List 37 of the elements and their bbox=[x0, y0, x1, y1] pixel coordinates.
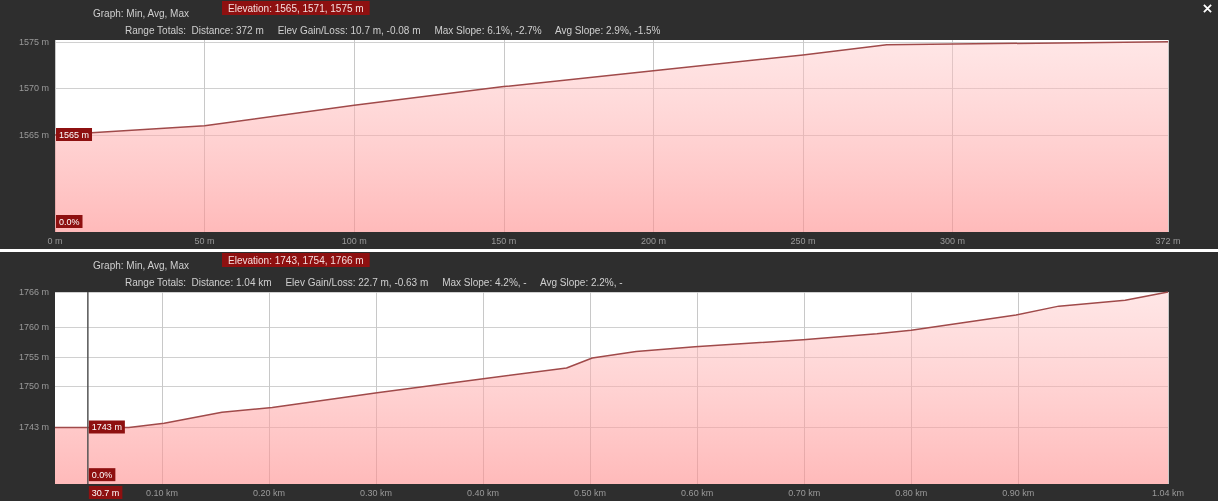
x-tick-label: 200 m bbox=[640, 235, 666, 246]
chart-subtitle: Elevation: 1743, 1754, 1766 m bbox=[228, 254, 364, 266]
x-tick-label: 372 m bbox=[1155, 235, 1181, 246]
x-tick-label: 300 m bbox=[940, 235, 966, 246]
x-tick-label: 0.60 km bbox=[681, 487, 714, 498]
x-tick-label: 0.50 km bbox=[574, 487, 607, 498]
x-tick-label: 0.90 km bbox=[1002, 487, 1035, 498]
y-tick-label: 1750 m bbox=[18, 381, 49, 392]
y-tick-label: 1760 m bbox=[18, 322, 49, 333]
chart-title: Graph: Min, Avg, Max bbox=[93, 7, 189, 19]
x-tick-label: 0.10 km bbox=[146, 487, 179, 498]
y-tick-label: 1575 m bbox=[18, 36, 49, 47]
text: Range Totals: Distance: 372 m Elev Gain/Loss: 10.7 m, -0.08 m Max Slope: 6.1%, -2.7% Avg Slope: 2.9%, -1.5% bbox=[125, 24, 661, 36]
text: Range Totals: Distance: 1.04 km Elev Gain/Loss: 22.7 m, -0.63 m Max Slope: 4.2%, - Avg Slope: 2.2%, - bbox=[125, 276, 623, 288]
x-tick-label: 0.80 km bbox=[895, 487, 928, 498]
annotation: 1565 m bbox=[59, 129, 90, 140]
x-tick-label: 100 m bbox=[341, 235, 367, 246]
chart-title: Graph: Min, Avg, Max bbox=[93, 259, 189, 271]
x-tick-label: 0.30 km bbox=[360, 487, 393, 498]
x-tick-label: 50 m bbox=[194, 235, 215, 246]
chart-subtitle: Elevation: 1565, 1571, 1575 m bbox=[228, 2, 364, 14]
x-tick-label: 150 m bbox=[491, 235, 517, 246]
annotation: 1743 m bbox=[91, 421, 122, 432]
x-tick-label: 250 m bbox=[790, 235, 816, 246]
y-tick-label: 1755 m bbox=[18, 351, 49, 362]
annotation: 0.0% bbox=[59, 216, 80, 227]
x-tick-label: 1.04 km bbox=[1151, 487, 1185, 498]
y-tick-label: 1570 m bbox=[18, 83, 49, 94]
y-tick-label: 1766 m bbox=[18, 287, 49, 297]
x-tick-label: 0.70 km bbox=[788, 487, 821, 498]
ref-line-label: 30.7 m bbox=[91, 487, 120, 498]
x-tick-label: 0.20 km bbox=[253, 487, 286, 498]
x-tick-label: 0 m bbox=[47, 235, 63, 246]
x-tick-label: 0.40 km bbox=[467, 487, 500, 498]
annotation: 0.0% bbox=[91, 469, 113, 480]
y-tick-label: 1743 m bbox=[18, 422, 49, 433]
y-tick-label: 1565 m bbox=[18, 130, 49, 141]
